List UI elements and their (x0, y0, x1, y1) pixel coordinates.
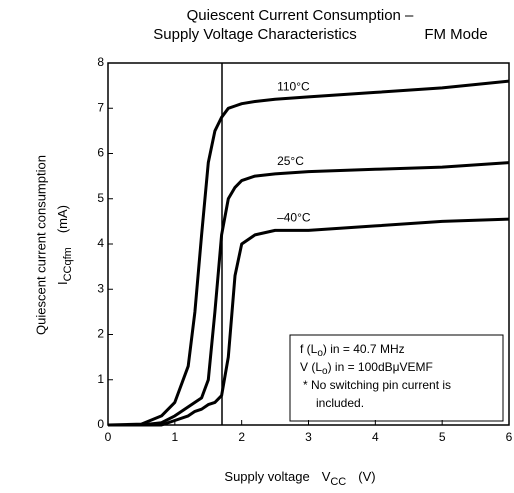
annotation: included. (316, 396, 364, 410)
y-tick-label: 1 (97, 372, 104, 386)
line (108, 161, 510, 427)
series-label: 110°C (277, 79, 310, 93)
x-tick-label: 1 (171, 430, 178, 444)
series-label: 25°C (277, 154, 304, 168)
x-tick-label: 4 (372, 430, 379, 444)
y-tick-label: 3 (97, 281, 104, 295)
annotation-text: ) in = 40.7 MHz (323, 342, 405, 356)
line (107, 79, 510, 427)
line (108, 217, 510, 427)
annotation: * No switching pin current is (303, 378, 451, 392)
annotation-text: f (L (300, 342, 318, 356)
y-tick-label: 0 (97, 417, 104, 431)
y-tick-label: 4 (97, 236, 104, 250)
x-tick-label: 6 (506, 430, 513, 444)
chart-subtitle: FM Mode (424, 26, 487, 43)
x-axis-label: Supply voltage VCC (V) (224, 469, 375, 487)
y-tick-label: 2 (97, 327, 104, 341)
x-tick-label: 3 (305, 430, 312, 444)
y-tick-label: 6 (97, 146, 104, 160)
annotation: V (Lo) in = 100dBμVEMF (300, 360, 433, 376)
annotation-sub: o (317, 348, 323, 359)
x-tick-label: 5 (439, 430, 446, 444)
y-tick-label: 7 (97, 100, 104, 114)
annotation-text: V (L (300, 360, 322, 374)
y-axis-label: ICCqfm(mA) (55, 205, 73, 285)
chart-title: Quiescent Current Consumption – (187, 7, 414, 24)
annotation-sub: o (322, 366, 328, 377)
note-box (289, 334, 504, 422)
y-tick-label: 8 (97, 55, 104, 69)
series-label: –40°C (277, 211, 311, 225)
annotation-text: * No switching pin current is (303, 378, 451, 392)
chart-title: Supply Voltage Characteristics (153, 26, 356, 43)
annotation-text: ) in = 100dBμVEMF (328, 360, 433, 374)
y-axis-label: Quiescent current consumption (33, 155, 48, 335)
y-tick-label: 5 (97, 191, 104, 205)
x-tick-label: 2 (238, 430, 245, 444)
x-tick-label: 0 (105, 430, 112, 444)
annotation: f (Lo) in = 40.7 MHz (300, 342, 405, 358)
annotation-text: included. (316, 396, 364, 410)
